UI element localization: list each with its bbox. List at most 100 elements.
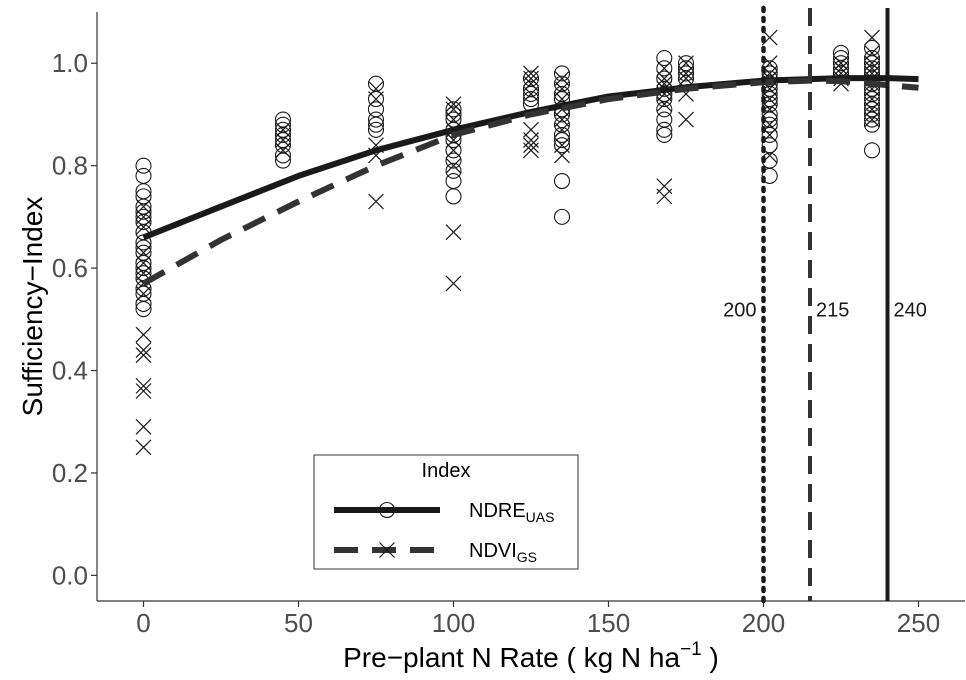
y-tick-label: 0.8: [52, 151, 88, 181]
legend-title: Index: [422, 460, 471, 482]
ndre-uas-point: [445, 162, 462, 179]
y-tick-label: 1.0: [52, 48, 88, 78]
ndre-uas-point: [832, 55, 850, 72]
x-tick-label: 50: [284, 608, 313, 638]
ndre-uas-point: [863, 106, 881, 123]
ndre-uas-point: [445, 188, 462, 205]
ndvi-gs-point: [135, 439, 152, 456]
ndvi-gs-point: [135, 383, 152, 399]
ndre-uas-point: [553, 126, 571, 143]
y-tick-label: 0.4: [52, 356, 88, 386]
ndre-uas-point: [863, 111, 881, 128]
ndvi-gs-point: [135, 326, 152, 343]
ndre-uas-point: [553, 137, 571, 154]
legend-label: NDREUAS: [469, 500, 554, 525]
ndvi-gs-point: [135, 418, 152, 435]
ndre-uas-point: [367, 116, 385, 133]
ndvi-gs-point: [445, 224, 462, 241]
ndre-uas-point: [522, 85, 540, 102]
ndvi-gs-point: [445, 275, 462, 292]
ndre-uas-point: [553, 65, 571, 82]
ndvi-gs-fit-curve: [142, 77, 919, 287]
x-axis-title-superscript: −1: [680, 639, 702, 660]
ndre-uas-point: [863, 142, 881, 159]
y-tick-label: 0.2: [52, 458, 88, 488]
ndre-uas-point: [135, 295, 152, 312]
ndvi-gs-point: [761, 101, 778, 118]
ndre-uas-point: [135, 203, 152, 220]
legend-label-main: NDRE: [469, 500, 526, 522]
ndre-uas-point: [553, 208, 571, 225]
ndre-uas-point: [135, 157, 152, 174]
x-tick-label: 0: [136, 608, 150, 638]
x-tick-label: 250: [897, 608, 940, 638]
x-tick-label: 200: [742, 608, 785, 638]
legend-label-subscript: UAS: [526, 509, 555, 525]
y-tick-label: 0.6: [52, 253, 88, 283]
ndre-uas-point: [135, 301, 152, 318]
ndvi-gs-point: [135, 347, 152, 364]
ndre-uas-point: [863, 116, 881, 133]
ndvi-gs-point: [523, 70, 539, 87]
ndvi-gs-point: [368, 91, 384, 107]
fit-curves: [142, 75, 919, 287]
x-tick-label: 150: [587, 608, 630, 638]
axes: 0 50 100 150 200 250 0.0 0.2 0.4 0.6 0.8 1.0 Pre−pla…: [17, 12, 965, 673]
ndre-uas-point: [656, 126, 673, 143]
legend-x-marker: [379, 542, 395, 558]
ndre-uas-point: [656, 101, 673, 118]
ndvi-gs-point: [656, 188, 673, 205]
ndre-uas-point: [677, 60, 695, 77]
ndvi-gs-point: [554, 147, 570, 164]
ndvi-gs-point: [135, 377, 152, 394]
ndre-uas-point: [135, 167, 152, 184]
series-ndvi-gs: [135, 29, 880, 456]
ndre-uas-point: [553, 131, 571, 149]
ndre-uas-point: [445, 142, 462, 159]
ndre-uas-point: [135, 213, 152, 231]
ndvi-gs-point: [864, 29, 880, 46]
ndvi-gs-point: [678, 70, 694, 87]
ndre-uas-point: [522, 91, 540, 108]
legend-entry-ndvi: NDVIGS: [334, 540, 537, 565]
ndre-uas-point: [367, 111, 385, 128]
ndre-uas-point: [274, 147, 292, 164]
ndre-uas-point: [367, 121, 385, 138]
ndvi-gs-point: [445, 157, 462, 174]
legend-entry-ndre: NDREUAS: [334, 500, 554, 525]
ndvi-gs-point: [523, 142, 539, 159]
vertical-reference-lines: 200 215 240: [723, 5, 927, 604]
ndre-uas-point: [553, 172, 571, 190]
ndre-uas-point: [274, 152, 292, 169]
ndre-uas-point: [656, 121, 673, 138]
ndvi-gs-point: [445, 96, 462, 113]
ndvi-gs-point: [678, 65, 694, 82]
ndre-uas-point: [677, 65, 695, 82]
ndvi-gs-point: [368, 193, 384, 210]
ndre-uas-point: [656, 60, 673, 77]
ndvi-gs-point: [135, 342, 152, 358]
ndre-uas-point: [761, 116, 778, 133]
legend: Index NDREUAS NDVIGS: [313, 454, 579, 570]
y-axis-title: Sufficiency−Index: [17, 197, 48, 417]
data-points: [135, 29, 881, 456]
vline-label-200: 200: [723, 299, 756, 321]
legend-circle-marker: [378, 501, 396, 519]
ndre-uas-point: [274, 126, 292, 143]
y-tick-label: 0.0: [52, 560, 88, 590]
legend-label-subscript: GS: [517, 549, 537, 565]
ndvi-gs-point: [523, 86, 539, 102]
ndvi-gs-point: [864, 111, 880, 128]
ndre-uas-point: [367, 91, 385, 108]
ndre-uas-point: [445, 172, 462, 190]
x-axis-title: Pre−plant N Rate ( kg N ha−1 ): [343, 639, 719, 673]
ndvi-gs-point: [275, 142, 291, 159]
x-tick-label: 100: [432, 608, 475, 638]
ndre-uas-point: [135, 260, 152, 277]
vline-label-240: 240: [894, 299, 927, 321]
ndvi-gs-point: [523, 137, 539, 154]
ndre-uas-point: [761, 126, 778, 143]
ndvi-gs-point: [678, 111, 694, 128]
